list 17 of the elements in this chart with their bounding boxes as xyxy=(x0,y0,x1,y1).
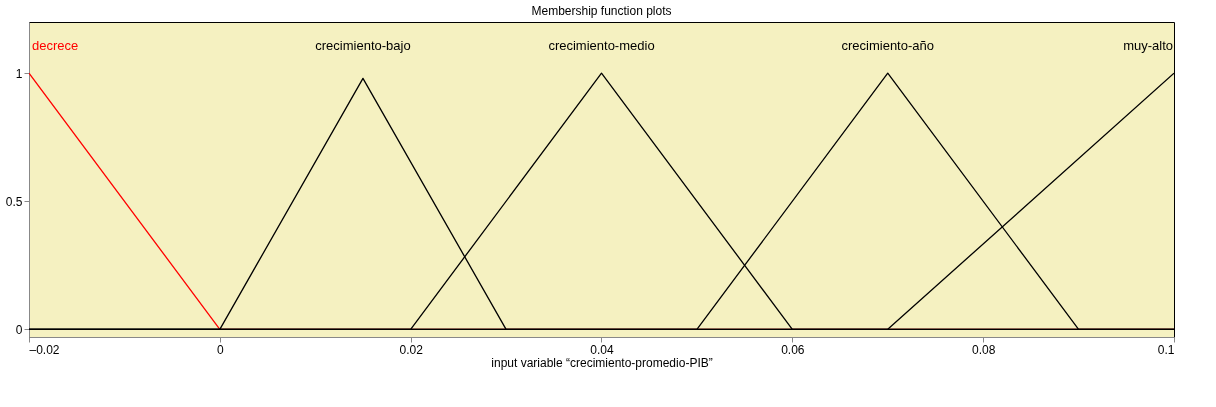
y-tick-label: 0.5 xyxy=(5,194,23,209)
y-tick-label: 0 xyxy=(15,322,23,337)
x-tick-label: –0.02 xyxy=(29,342,60,357)
text: crecimiento-bajo xyxy=(315,38,411,53)
x-axis-title: input variable “crecimiento-promedio-PIB” xyxy=(491,355,713,370)
x-tick-label: 0.08 xyxy=(971,342,996,357)
x-tick-label: 0.1 xyxy=(1157,342,1175,357)
x-tick-label: 0.02 xyxy=(399,342,424,357)
chart-title: Membership function plots xyxy=(531,4,672,18)
x-tick-label: 0.06 xyxy=(781,342,805,357)
text: crecimiento-año xyxy=(841,38,934,53)
y-tick-label: 1 xyxy=(15,66,23,81)
text: crecimiento-medio xyxy=(548,38,655,53)
series-label: muy-alto xyxy=(1123,38,1173,53)
x-tick-label: 0 xyxy=(216,342,224,357)
x-tick-label: 0.04 xyxy=(590,342,614,357)
series-label: decrece xyxy=(32,38,79,53)
